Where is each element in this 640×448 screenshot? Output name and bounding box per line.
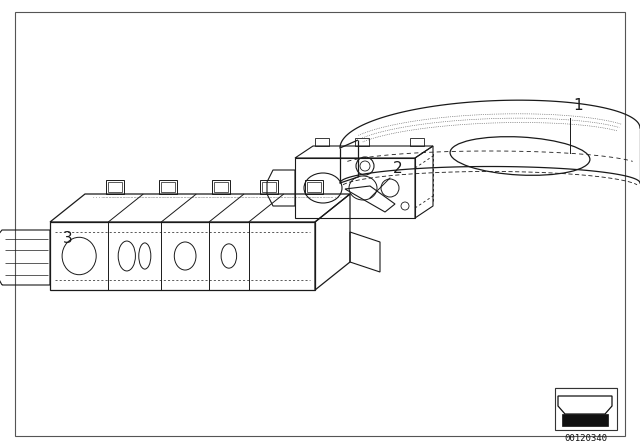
Text: 2: 2 [393,161,403,176]
Bar [555,388,617,430]
Bar [410,138,424,146]
Polygon shape [562,414,608,426]
Text: 1: 1 [573,98,582,113]
Bar [355,138,369,146]
Bar [315,138,329,146]
Text: 3: 3 [63,231,73,246]
Text: 00120340: 00120340 [564,434,607,443]
